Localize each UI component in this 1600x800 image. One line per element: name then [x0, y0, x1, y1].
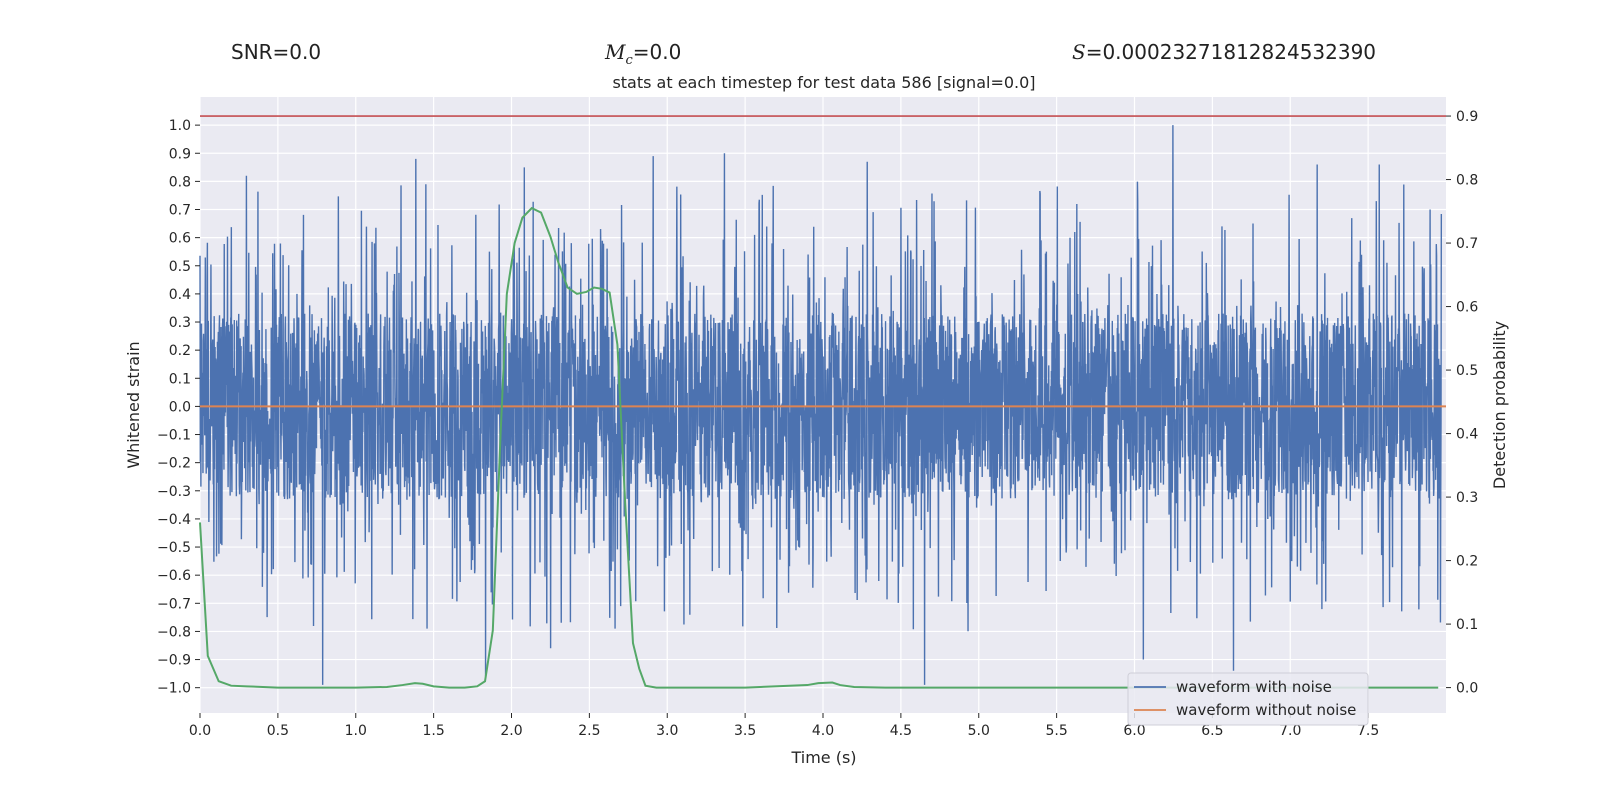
x-axis-ticks: 0.0 0.5 1.0 1.5 2.0 2.5 3.0 3.5 4.0 4.5 5.0 5.5 6.0 6… [189, 713, 1379, 739]
series-detection-probability [199, 206, 1439, 689]
y-tick-label-2: 0.8 [169, 174, 191, 190]
y-axis-ticks: 1.0 0.9 0.8 0.7 0.6 0.5 0.4 0.3 0.2 0.1 0.0 −0.1 −0.… [157, 118, 200, 697]
y2-tick-label-8: 0.1 [1456, 617, 1478, 633]
chirp-mass-symbol: M [605, 40, 626, 64]
y-tick-label-19: −0.9 [157, 653, 191, 669]
y-tick-label-16: −0.6 [157, 568, 191, 584]
y-tick-label-11: −0.1 [157, 428, 191, 444]
legend: waveform with noise waveform without noi… [1127, 672, 1369, 726]
x-tick-label-0: 0.0 [189, 723, 211, 739]
series-waveform-with-noise [199, 125, 1443, 685]
x-tick-label-8: 4.0 [812, 723, 834, 739]
x-tick-label-2: 1.0 [345, 723, 367, 739]
y-tick-label-3: 0.7 [169, 203, 191, 219]
y-tick-label-15: −0.5 [157, 540, 191, 556]
chart-title: stats at each timestep for test data 586… [612, 73, 1035, 92]
y-tick-label-4: 0.6 [169, 231, 191, 247]
y2-tick-label-4: 0.5 [1456, 363, 1478, 379]
y-tick-label-8: 0.2 [169, 343, 191, 359]
y-tick-label-13: −0.3 [157, 484, 191, 500]
x-tick-label-10: 5.0 [968, 723, 990, 739]
x-tick-label-1: 0.5 [267, 723, 289, 739]
y-tick-label-14: −0.4 [157, 512, 191, 528]
x-tick-label-3: 1.5 [422, 723, 444, 739]
chirp-mass-value: =0.0 [632, 40, 682, 64]
chirp-mass-subscript: c [625, 53, 633, 68]
y2-tick-label-1: 0.8 [1456, 173, 1478, 189]
y-tick-label-10: 0.0 [169, 399, 191, 415]
legend-entry-noise: waveform with noise [1176, 678, 1332, 696]
y2-axis-label: Detection probability [1490, 321, 1509, 489]
x-tick-label-11: 5.5 [1045, 723, 1067, 739]
y-tick-label-17: −0.7 [157, 596, 191, 612]
probability-line [199, 206, 1439, 689]
s-symbol: S [1072, 40, 1086, 64]
y-tick-label-7: 0.3 [169, 315, 191, 331]
y2-tick-label-3: 0.6 [1456, 300, 1478, 316]
y2-tick-label-9: 0.0 [1456, 681, 1478, 697]
snr-label: SNR=0.0 [231, 40, 322, 64]
y-axis-label: Whitened strain [124, 341, 143, 468]
noise-line [199, 125, 1443, 685]
chirp-mass-label: Mc=0.0 [605, 40, 681, 68]
y2-tick-label-6: 0.3 [1456, 490, 1478, 506]
x-tick-label-13: 6.5 [1201, 723, 1223, 739]
x-tick-label-12: 6.0 [1123, 723, 1145, 739]
x-axis-label: Time (s) [790, 748, 856, 767]
legend-entry-clean: waveform without noise [1176, 701, 1356, 719]
y-tick-label-12: −0.2 [157, 456, 191, 472]
x-tick-label-14: 7.0 [1279, 723, 1301, 739]
y-tick-label-0: 1.0 [169, 118, 191, 134]
s-value: =0.00023271812824532390 [1085, 40, 1377, 64]
legend-box [1127, 672, 1369, 726]
y2-tick-label-5: 0.4 [1456, 427, 1478, 443]
y-tick-label-5: 0.5 [169, 259, 191, 275]
y-tick-label-6: 0.4 [169, 287, 191, 303]
y-tick-label-1: 0.9 [169, 146, 191, 162]
x-tick-label-6: 3.0 [656, 723, 678, 739]
x-tick-label-9: 4.5 [890, 723, 912, 739]
x-tick-label-5: 2.5 [578, 723, 600, 739]
y-tick-label-20: −1.0 [157, 681, 191, 697]
y-tick-label-18: −0.8 [157, 624, 191, 640]
y2-tick-label-7: 0.2 [1456, 554, 1478, 570]
y2-tick-label-0: 0.9 [1456, 109, 1478, 125]
x-tick-label-4: 2.0 [500, 723, 522, 739]
x-tick-label-15: 7.5 [1357, 723, 1379, 739]
y2-tick-label-2: 0.7 [1456, 236, 1478, 252]
y2-axis-ticks: 0.9 0.8 0.7 0.6 0.5 0.4 0.3 0.2 0.1 0.0 [1446, 109, 1478, 697]
x-tick-label-7: 3.5 [734, 723, 756, 739]
y-tick-label-9: 0.1 [169, 371, 191, 387]
s-statistic-label: S=0.00023271812824532390 [1072, 40, 1376, 64]
